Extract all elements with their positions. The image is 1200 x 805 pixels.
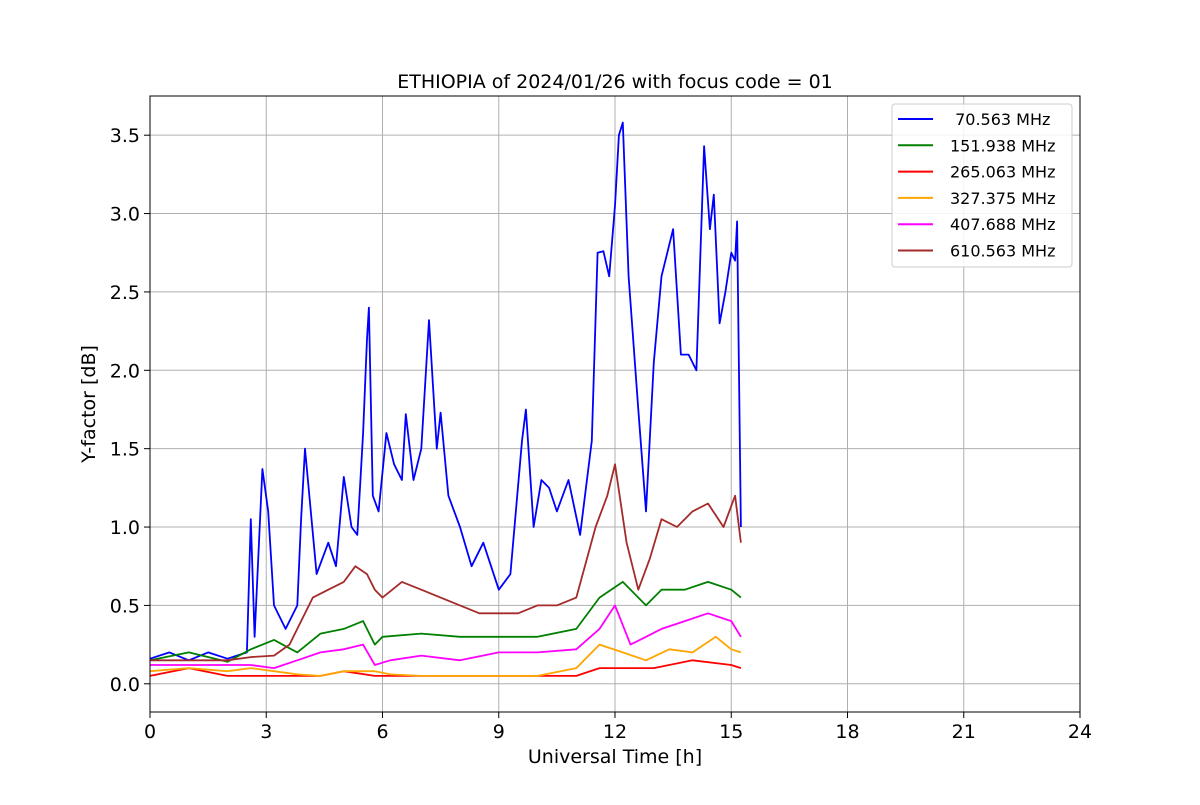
y-tick-label: 2.5: [110, 282, 140, 304]
legend: 70.563 MHz 151.938 MHz 265.063 MHz 327.375 …: [891, 103, 1073, 268]
axis-ticks: 0 3 6 9 12 15 18 21 24 0.0 0.5 1.0 1.5 2.0 2.5 3.0 3.5: [110, 125, 1092, 743]
x-tick-label: 3: [260, 721, 272, 743]
legend-box: [891, 103, 1073, 268]
x-tick-label: 18: [835, 721, 859, 743]
y-tick-label: 2.0: [110, 360, 140, 382]
legend-label-2: 265.063 MHz: [950, 163, 1055, 182]
legend-label-4: 407.688 MHz: [950, 215, 1055, 234]
legend-label-5: 610.563 MHz: [950, 242, 1055, 261]
series-line-0: [149, 121, 742, 662]
x-tick-label: 15: [719, 721, 743, 743]
x-tick-label: 9: [493, 721, 505, 743]
series-line-4: [150, 604, 742, 669]
y-tick-label: 1.0: [110, 517, 140, 539]
x-tick-label: 21: [952, 721, 976, 743]
y-tick-label: 1.5: [110, 439, 140, 461]
y-tick-label: 0.0: [110, 674, 140, 696]
y-tick-label: 3.5: [110, 125, 140, 147]
x-tick-label: 12: [603, 721, 627, 743]
chart-title: ETHIOPIA of 2024/01/26 with focus code =…: [397, 71, 833, 93]
x-tick-label: 0: [144, 721, 156, 743]
x-axis-label: Universal Time [h]: [528, 746, 702, 768]
grid-lines: [149, 96, 1081, 712]
series-layer: [149, 121, 742, 677]
y-axis-label: Y-factor [dB]: [78, 345, 100, 464]
legend-label-0: 70.563 MHz: [950, 110, 1050, 129]
legend-label-1: 151.938 MHz: [950, 136, 1055, 155]
series-line-3: [149, 635, 742, 677]
y-tick-label: 0.5: [110, 595, 140, 617]
series-line-1: [149, 581, 742, 663]
series-line-2: [149, 659, 742, 677]
y-tick-label: 3.0: [110, 204, 140, 226]
legend-label-3: 327.375 MHz: [950, 189, 1055, 208]
x-tick-label: 24: [1068, 721, 1092, 743]
series-line-5: [150, 463, 742, 662]
x-tick-label: 6: [376, 721, 388, 743]
